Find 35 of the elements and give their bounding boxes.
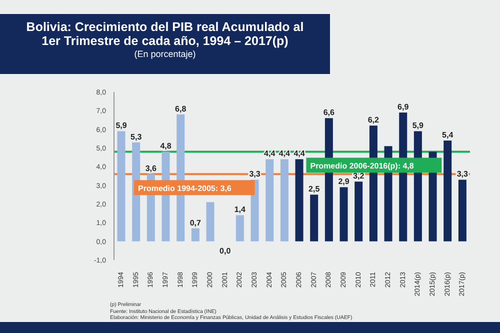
bar [310,194,318,242]
data-label: 5,9 [116,121,128,130]
bar [280,159,288,242]
data-label: 2,9 [338,177,350,186]
data-label: 6,2 [368,116,380,125]
bar [191,228,200,242]
bar [117,131,126,242]
bar [236,215,244,242]
data-label: 6,9 [398,102,410,112]
data-label: 5,9 [412,121,424,130]
data-label: 1,4 [234,205,246,214]
bar [444,140,452,242]
bar [266,159,274,242]
chart-title: Bolivia: Crecimiento del PIB real Acumulado al 1er Trimestre de cada año, 1994 – 2017(p) [25,19,305,48]
data-label: 5,4 [442,130,454,140]
callout-box: Promedio 2006-2016(p): 4,8 [306,158,442,173]
data-label: 3,3 [456,170,469,179]
ref-line-label: Promedio 1994-2005: 3,6 [138,184,232,194]
data-label: 0,7 [190,218,202,228]
data-label: 3,3 [249,170,261,179]
chart-subtitle: (En porcentaje) [133,49,197,59]
data-label: 0,0 [220,246,232,256]
bar [354,182,363,242]
bar [340,187,348,242]
ref-line-label: Promedio 2006-2016(p): 4,8 [310,162,414,171]
bar [295,159,304,242]
data-label: 5,3 [130,132,142,142]
callout-box: Promedio 1994-2005: 3,6 [134,180,255,196]
bar [206,202,214,242]
data-label: 6,6 [323,108,336,118]
bar [458,180,466,242]
data-label: 6,8 [175,104,187,114]
data-label: 4,8 [160,142,172,151]
data-label: 2,5 [308,184,320,194]
data-label: 3,6 [145,164,158,174]
